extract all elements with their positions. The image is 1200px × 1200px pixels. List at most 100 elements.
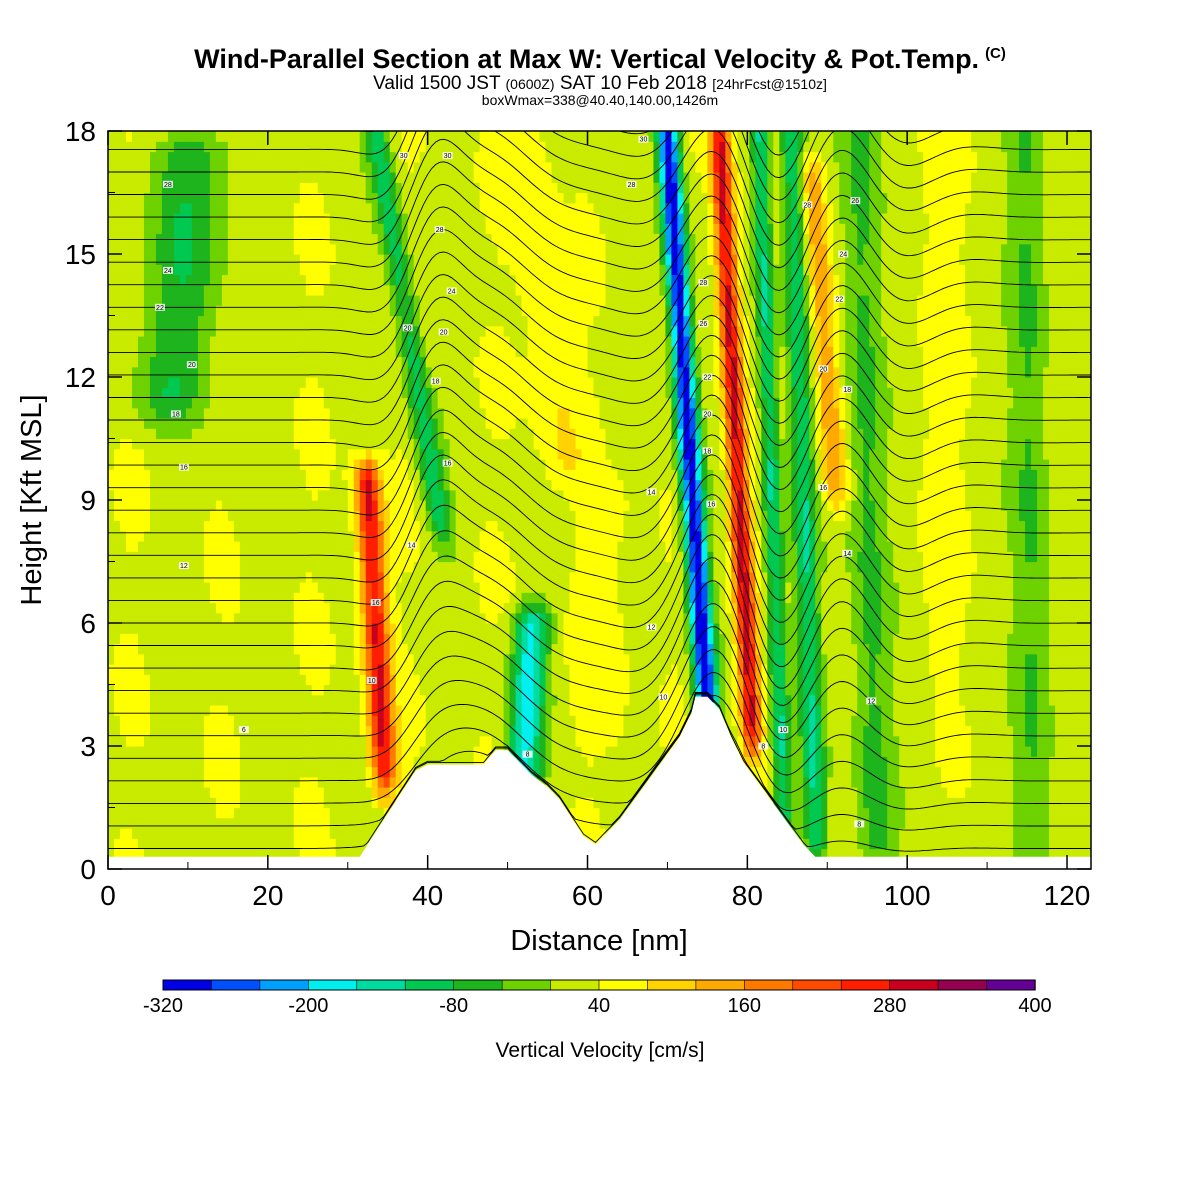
field-cell: [113, 479, 121, 491]
field-cell: [108, 428, 115, 440]
field-cell: [203, 582, 211, 593]
field-cell: [209, 438, 217, 450]
field-cell: [281, 233, 289, 245]
field-cell: [461, 141, 469, 153]
field-cell: [467, 633, 475, 645]
field-cell: [515, 746, 523, 757]
field-cell: [293, 295, 301, 306]
field-cell: [215, 264, 223, 276]
field-cell: [419, 274, 427, 286]
field-cell: [131, 582, 139, 593]
field-cell: [437, 182, 445, 194]
field-cell: [383, 735, 391, 747]
field-cell: [215, 346, 223, 358]
field-cell: [269, 756, 277, 768]
field-cell: [185, 705, 193, 716]
field-cell: [143, 223, 151, 235]
field-cell: [335, 407, 343, 419]
field-cell: [203, 817, 211, 829]
field-cell: [461, 541, 469, 552]
field-cell: [275, 295, 283, 306]
field-cell: [473, 694, 481, 706]
field-cell: [431, 469, 439, 481]
field-cell: [179, 428, 187, 440]
field-cell: [455, 643, 463, 655]
field-cell: [281, 305, 289, 317]
field-cell: [323, 530, 331, 542]
field-cell: [449, 407, 457, 419]
field-cell: [509, 448, 517, 460]
field-cell: [377, 172, 385, 183]
field-cell: [125, 787, 133, 798]
field-cell: [209, 223, 217, 235]
field-cell: [311, 561, 319, 573]
field-cell: [335, 264, 343, 276]
field-cell: [119, 530, 127, 542]
field-cell: [353, 776, 361, 788]
field-cell: [191, 182, 199, 194]
field-cell: [317, 254, 325, 265]
field-cell: [185, 459, 193, 470]
field-cell: [131, 797, 139, 809]
field-cell: [299, 182, 307, 194]
field-cell: [167, 582, 175, 593]
field-cell: [281, 746, 289, 757]
field-cell: [119, 202, 127, 214]
field-cell: [155, 295, 163, 306]
field-cell: [485, 356, 493, 368]
field-cell: [203, 397, 211, 409]
field-cell: [359, 151, 367, 163]
field-cell: [431, 551, 439, 563]
field-cell: [173, 592, 181, 604]
field-cell: [137, 192, 145, 204]
field-cell: [377, 746, 385, 757]
field-cell: [281, 448, 289, 460]
field-cell: [455, 254, 463, 265]
field-cell: [209, 448, 217, 460]
field-cell: [287, 243, 295, 255]
field-cell: [119, 479, 127, 491]
field-cell: [341, 735, 349, 747]
field-cell: [455, 469, 463, 481]
field-cell: [257, 387, 265, 399]
field-cell: [353, 315, 361, 327]
field-cell: [119, 817, 127, 829]
field-cell: [503, 284, 511, 296]
field-cell: [113, 520, 121, 532]
field-cell: [347, 448, 355, 460]
field-cell: [323, 418, 331, 429]
field-cell: [443, 520, 451, 532]
field-cell: [521, 705, 529, 716]
field-cell: [191, 254, 199, 265]
field-cell: [293, 131, 301, 142]
field-cell: [389, 192, 397, 204]
field-cell: [125, 797, 133, 809]
field-cell: [389, 459, 397, 470]
field-cell: [329, 254, 337, 265]
field-cell: [179, 192, 187, 204]
field-cell: [431, 520, 439, 532]
field-cell: [257, 623, 265, 634]
field-cell: [359, 469, 367, 481]
field-cell: [299, 582, 307, 593]
field-cell: [389, 346, 397, 358]
field-cell: [239, 735, 247, 747]
field-cell: [113, 264, 121, 276]
field-cell: [161, 397, 169, 409]
field-cell: [143, 756, 151, 768]
field-cell: [185, 284, 193, 296]
field-cell: [377, 284, 385, 296]
field-cell: [365, 407, 373, 419]
field-cell: [389, 366, 397, 378]
field-cell: [485, 233, 493, 245]
field-cell: [353, 151, 361, 163]
field-cell: [491, 459, 499, 470]
field-cell: [173, 274, 181, 286]
field-cell: [203, 315, 211, 327]
field-cell: [437, 674, 445, 686]
field-cell: [383, 510, 391, 522]
field-cell: [311, 664, 319, 675]
field-cell: [365, 684, 373, 696]
field-cell: [425, 664, 433, 675]
field-cell: [173, 387, 181, 399]
